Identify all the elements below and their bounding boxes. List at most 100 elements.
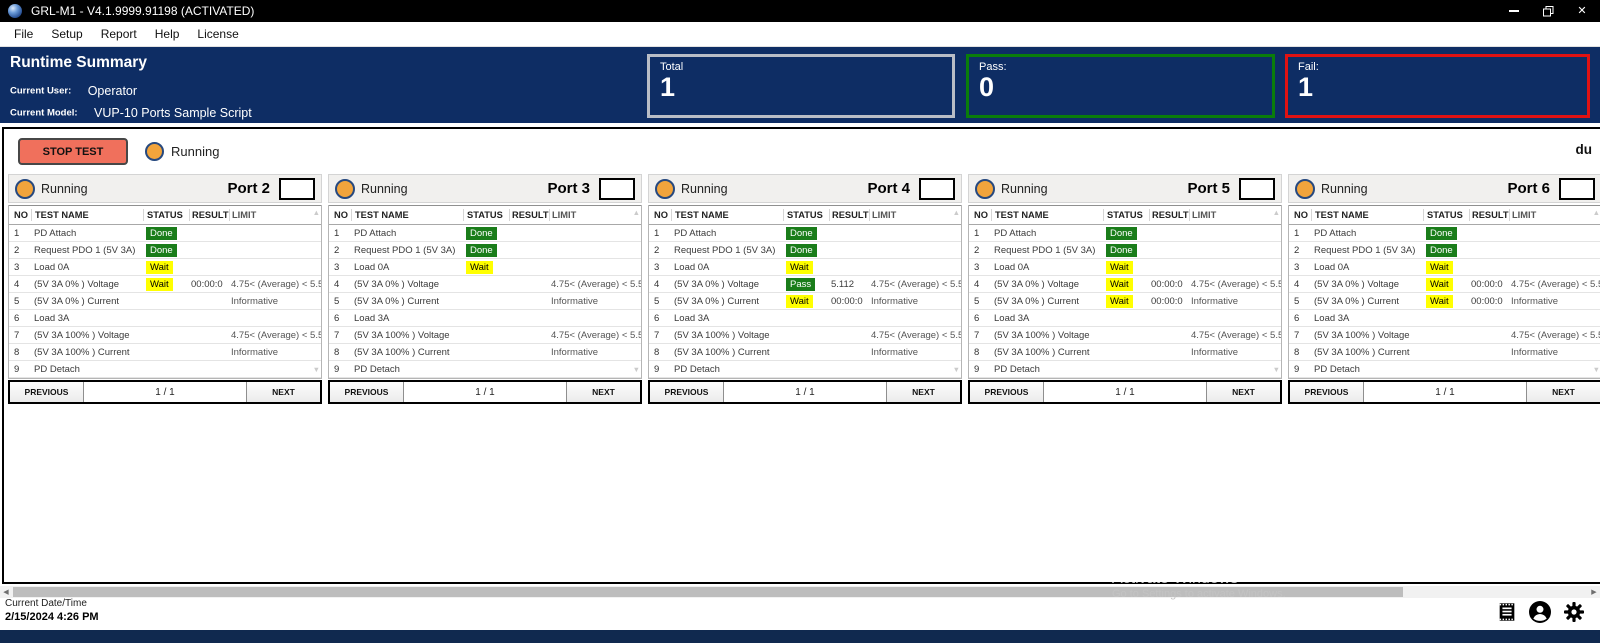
test-row[interactable]: 7 (5V 3A 100% ) Voltage 4.75< (Average) …: [969, 327, 1281, 344]
test-row[interactable]: 8 (5V 3A 100% ) Current Informative: [969, 344, 1281, 361]
scroll-up-icon[interactable]: ▲: [1272, 208, 1280, 217]
test-status-cell: Pass: [783, 277, 829, 291]
user-account-icon[interactable]: [1528, 600, 1552, 624]
previous-button[interactable]: PREVIOUS: [970, 382, 1044, 402]
test-row[interactable]: 6 Load 3A: [969, 310, 1281, 327]
test-row[interactable]: 3 Load 0A Wait: [969, 259, 1281, 276]
test-row[interactable]: 8 (5V 3A 100% ) Current Informative: [9, 344, 321, 361]
test-row[interactable]: 6 Load 3A: [1289, 310, 1600, 327]
scroll-down-icon[interactable]: ▼: [1272, 365, 1280, 374]
test-number: 1: [974, 227, 980, 239]
test-table: NO TEST NAME STATUS RESULT LIMIT 1 PD At…: [1288, 205, 1600, 379]
port-checkbox[interactable]: [919, 177, 955, 200]
previous-button[interactable]: PREVIOUS: [650, 382, 724, 402]
scroll-left-icon[interactable]: ◀: [3, 589, 9, 596]
test-row[interactable]: 5 (5V 3A 0% ) Current Informative: [329, 293, 641, 310]
port-checkbox[interactable]: [1559, 177, 1595, 200]
test-name: Load 0A: [34, 261, 70, 273]
report-log-icon[interactable]: [1496, 600, 1518, 624]
menu-license[interactable]: License: [197, 27, 239, 41]
test-row[interactable]: 9 PD Detach: [969, 361, 1281, 378]
test-row[interactable]: 3 Load 0A Wait: [9, 259, 321, 276]
test-row[interactable]: 1 PD Attach Done: [1289, 225, 1600, 242]
app-logo-icon: [8, 4, 22, 18]
next-button[interactable]: NEXT: [1206, 382, 1280, 402]
scroll-down-icon[interactable]: ▼: [952, 365, 960, 374]
test-number: 4: [1294, 278, 1300, 290]
test-row[interactable]: 9 PD Detach: [329, 361, 641, 378]
test-name: PD Attach: [674, 227, 717, 239]
port-checkbox[interactable]: [1239, 177, 1275, 200]
next-button[interactable]: NEXT: [246, 382, 320, 402]
column-header-test-name: TEST NAME: [351, 209, 463, 221]
scroll-down-icon[interactable]: ▼: [632, 365, 640, 374]
scroll-up-icon[interactable]: ▲: [1592, 208, 1600, 217]
close-button-icon[interactable]: ✕: [1577, 4, 1587, 17]
scroll-down-icon[interactable]: ▼: [312, 365, 320, 374]
status-badge: Done: [1426, 226, 1457, 240]
previous-button[interactable]: PREVIOUS: [1290, 382, 1364, 402]
test-row[interactable]: 8 (5V 3A 100% ) Current Informative: [1289, 344, 1600, 361]
test-row[interactable]: 6 Load 3A: [649, 310, 961, 327]
next-button[interactable]: NEXT: [886, 382, 960, 402]
stop-test-button[interactable]: STOP TEST: [18, 138, 128, 165]
next-button[interactable]: NEXT: [1526, 382, 1600, 402]
pagination-bar: PREVIOUS 1 / 1 NEXT: [1288, 380, 1600, 404]
test-number: 6: [14, 312, 20, 324]
test-row[interactable]: 4 (5V 3A 0% ) Voltage 4.75< (Average) < …: [329, 276, 641, 293]
test-table: NO TEST NAME STATUS RESULT LIMIT 1 PD At…: [968, 205, 1282, 379]
test-row[interactable]: 2 Request PDO 1 (5V 3A) Done: [9, 242, 321, 259]
test-row[interactable]: 5 (5V 3A 0% ) Current Informative: [9, 293, 321, 310]
scroll-up-icon[interactable]: ▲: [952, 208, 960, 217]
test-row[interactable]: 1 PD Attach Done: [9, 225, 321, 242]
test-row[interactable]: 9 PD Detach: [9, 361, 321, 378]
menu-help[interactable]: Help: [154, 27, 180, 41]
test-row[interactable]: 8 (5V 3A 100% ) Current Informative: [329, 344, 641, 361]
test-row[interactable]: 3 Load 0A Wait: [329, 259, 641, 276]
test-status-cell: Wait: [1423, 277, 1469, 291]
horizontal-scrollbar[interactable]: ◀ ▶: [0, 586, 1600, 598]
test-row[interactable]: 1 PD Attach Done: [969, 225, 1281, 242]
test-row[interactable]: 3 Load 0A Wait: [1289, 259, 1600, 276]
scroll-down-icon[interactable]: ▼: [1592, 365, 1600, 374]
test-row[interactable]: 7 (5V 3A 100% ) Voltage 4.75< (Average) …: [329, 327, 641, 344]
test-row[interactable]: 9 PD Detach: [649, 361, 961, 378]
test-row[interactable]: 4 (5V 3A 0% ) Voltage Wait 00:00:0 4.75<…: [9, 276, 321, 293]
next-button[interactable]: NEXT: [566, 382, 640, 402]
test-row[interactable]: 2 Request PDO 1 (5V 3A) Done: [649, 242, 961, 259]
test-row[interactable]: 1 PD Attach Done: [649, 225, 961, 242]
test-row[interactable]: 1 PD Attach Done: [329, 225, 641, 242]
test-row[interactable]: 3 Load 0A Wait: [649, 259, 961, 276]
menu-report[interactable]: Report: [100, 27, 137, 41]
port-checkbox[interactable]: [279, 177, 315, 200]
test-row[interactable]: 2 Request PDO 1 (5V 3A) Done: [1289, 242, 1600, 259]
previous-button[interactable]: PREVIOUS: [10, 382, 84, 402]
test-row[interactable]: 4 (5V 3A 0% ) Voltage Wait 00:00:0 4.75<…: [969, 276, 1281, 293]
test-row[interactable]: 4 (5V 3A 0% ) Voltage Wait 00:00:0 4.75<…: [1289, 276, 1600, 293]
scroll-right-icon[interactable]: ▶: [1591, 589, 1597, 596]
test-row[interactable]: 5 (5V 3A 0% ) Current Wait 00:00:0 Infor…: [649, 293, 961, 310]
test-row[interactable]: 6 Load 3A: [9, 310, 321, 327]
test-row[interactable]: 5 (5V 3A 0% ) Current Wait 00:00:0 Infor…: [969, 293, 1281, 310]
test-result: 5.112: [831, 278, 855, 290]
test-row[interactable]: 4 (5V 3A 0% ) Voltage Pass 5.112 4.75< (…: [649, 276, 961, 293]
port-checkbox[interactable]: [599, 177, 635, 200]
test-row[interactable]: 2 Request PDO 1 (5V 3A) Done: [329, 242, 641, 259]
restore-button-icon[interactable]: [1542, 5, 1554, 17]
previous-button[interactable]: PREVIOUS: [330, 382, 404, 402]
test-row[interactable]: 9 PD Detach: [1289, 361, 1600, 378]
scrollbar-thumb[interactable]: [13, 587, 1403, 597]
test-row[interactable]: 7 (5V 3A 100% ) Voltage 4.75< (Average) …: [1289, 327, 1600, 344]
test-row[interactable]: 5 (5V 3A 0% ) Current Wait 00:00:0 Infor…: [1289, 293, 1600, 310]
menu-setup[interactable]: Setup: [51, 27, 83, 41]
test-row[interactable]: 6 Load 3A: [329, 310, 641, 327]
test-row[interactable]: 8 (5V 3A 100% ) Current Informative: [649, 344, 961, 361]
settings-gear-icon[interactable]: [1562, 600, 1586, 624]
scroll-up-icon[interactable]: ▲: [312, 208, 320, 217]
test-row[interactable]: 7 (5V 3A 100% ) Voltage 4.75< (Average) …: [9, 327, 321, 344]
test-row[interactable]: 2 Request PDO 1 (5V 3A) Done: [969, 242, 1281, 259]
test-row[interactable]: 7 (5V 3A 100% ) Voltage 4.75< (Average) …: [649, 327, 961, 344]
minimize-button-icon[interactable]: [1508, 5, 1520, 17]
menu-file[interactable]: File: [14, 27, 34, 41]
scroll-up-icon[interactable]: ▲: [632, 208, 640, 217]
